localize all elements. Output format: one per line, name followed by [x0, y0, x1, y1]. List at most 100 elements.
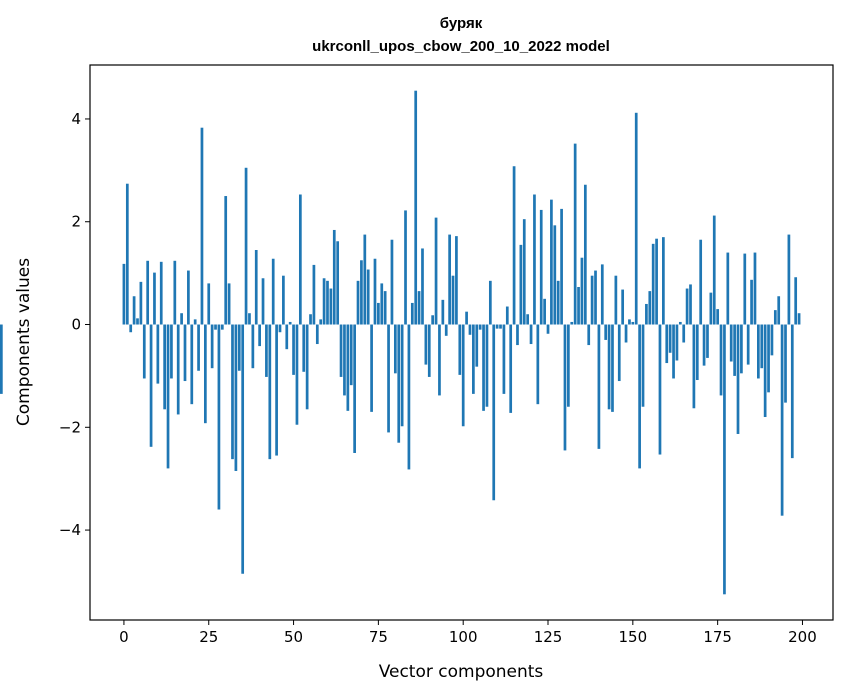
bar: [146, 260, 150, 325]
bar: [139, 281, 143, 325]
x-tick-label: 175: [703, 628, 732, 646]
bar: [709, 292, 713, 325]
bar: [309, 314, 312, 325]
bar: [499, 324, 502, 329]
bar: [441, 299, 445, 325]
bar: [716, 309, 720, 325]
bar: [397, 324, 401, 443]
y-tick-label: 0: [71, 316, 81, 334]
bar: [407, 324, 411, 470]
bar: [465, 311, 468, 325]
bar: [790, 324, 794, 459]
bar: [421, 248, 424, 325]
bar: [607, 324, 611, 410]
bar: [329, 288, 333, 325]
bar: [295, 324, 299, 425]
bar: [210, 324, 214, 369]
bar: [237, 324, 241, 371]
bar: [163, 324, 166, 410]
bar: [265, 324, 268, 377]
bar: [346, 324, 350, 411]
bar: [159, 261, 163, 325]
bar: [668, 324, 672, 353]
bar: [400, 324, 404, 427]
bar: [431, 315, 435, 325]
bar: [207, 283, 211, 325]
bar: [136, 318, 139, 325]
bar: [220, 324, 224, 330]
bar: [125, 183, 129, 325]
bar: [149, 324, 153, 447]
bar: [0, 324, 3, 394]
bar: [231, 324, 234, 460]
bar: [461, 324, 465, 427]
bar: [380, 283, 384, 325]
bar: [472, 324, 475, 394]
bar: [200, 127, 204, 325]
bar: [383, 291, 387, 325]
bar: [648, 291, 652, 325]
bar: [577, 287, 580, 325]
bar: [478, 324, 482, 330]
bar: [784, 324, 787, 403]
bar: [298, 194, 302, 325]
bar: [773, 310, 777, 325]
bar: [580, 257, 584, 325]
bar: [509, 324, 513, 413]
bar: [634, 112, 638, 325]
bar: [543, 298, 546, 325]
bar: [760, 324, 764, 369]
bar: [614, 275, 618, 325]
bar: [729, 324, 733, 362]
bar: [387, 324, 390, 433]
bar: [427, 324, 431, 377]
bar: [546, 324, 550, 334]
bar: [662, 237, 665, 325]
bar: [628, 319, 631, 325]
bar: [573, 143, 577, 325]
bar: [682, 324, 686, 343]
x-tick-label: 100: [449, 628, 478, 646]
bar: [638, 324, 641, 469]
bar: [651, 243, 655, 325]
bar: [570, 321, 574, 325]
bar: [780, 324, 784, 516]
bar: [539, 209, 543, 325]
bar: [611, 324, 614, 412]
bar: [753, 252, 757, 325]
bar: [248, 313, 251, 325]
bar: [142, 324, 146, 379]
bar: [675, 324, 679, 361]
bar: [645, 303, 648, 325]
bar: [315, 324, 319, 345]
bar: [312, 264, 316, 325]
x-tick-label: 75: [369, 628, 388, 646]
bar: [658, 324, 662, 455]
bar: [356, 280, 360, 325]
y-tick-label: 4: [71, 110, 81, 128]
bar: [685, 288, 689, 325]
bar: [567, 324, 570, 407]
bar: [672, 324, 675, 379]
x-tick-label: 150: [619, 628, 648, 646]
bar: [129, 324, 133, 333]
bar: [193, 319, 197, 325]
bar: [166, 324, 170, 469]
bar: [512, 166, 516, 325]
bar: [519, 244, 523, 325]
bar: [373, 258, 377, 325]
bar: [689, 284, 692, 325]
bar: [203, 324, 207, 424]
bar: [366, 269, 370, 325]
bar: [787, 234, 791, 325]
bar: [763, 324, 767, 418]
bar: [597, 324, 601, 449]
bar: [587, 324, 591, 346]
chart-subtitle: ukrconll_upos_cbow_200_10_2022 model: [312, 38, 610, 55]
bar: [485, 324, 489, 407]
bar: [702, 324, 706, 366]
y-axis-label: Components values: [14, 258, 34, 426]
bar: [288, 321, 292, 325]
bar: [560, 208, 563, 325]
x-axis-label: Vector components: [379, 662, 544, 682]
